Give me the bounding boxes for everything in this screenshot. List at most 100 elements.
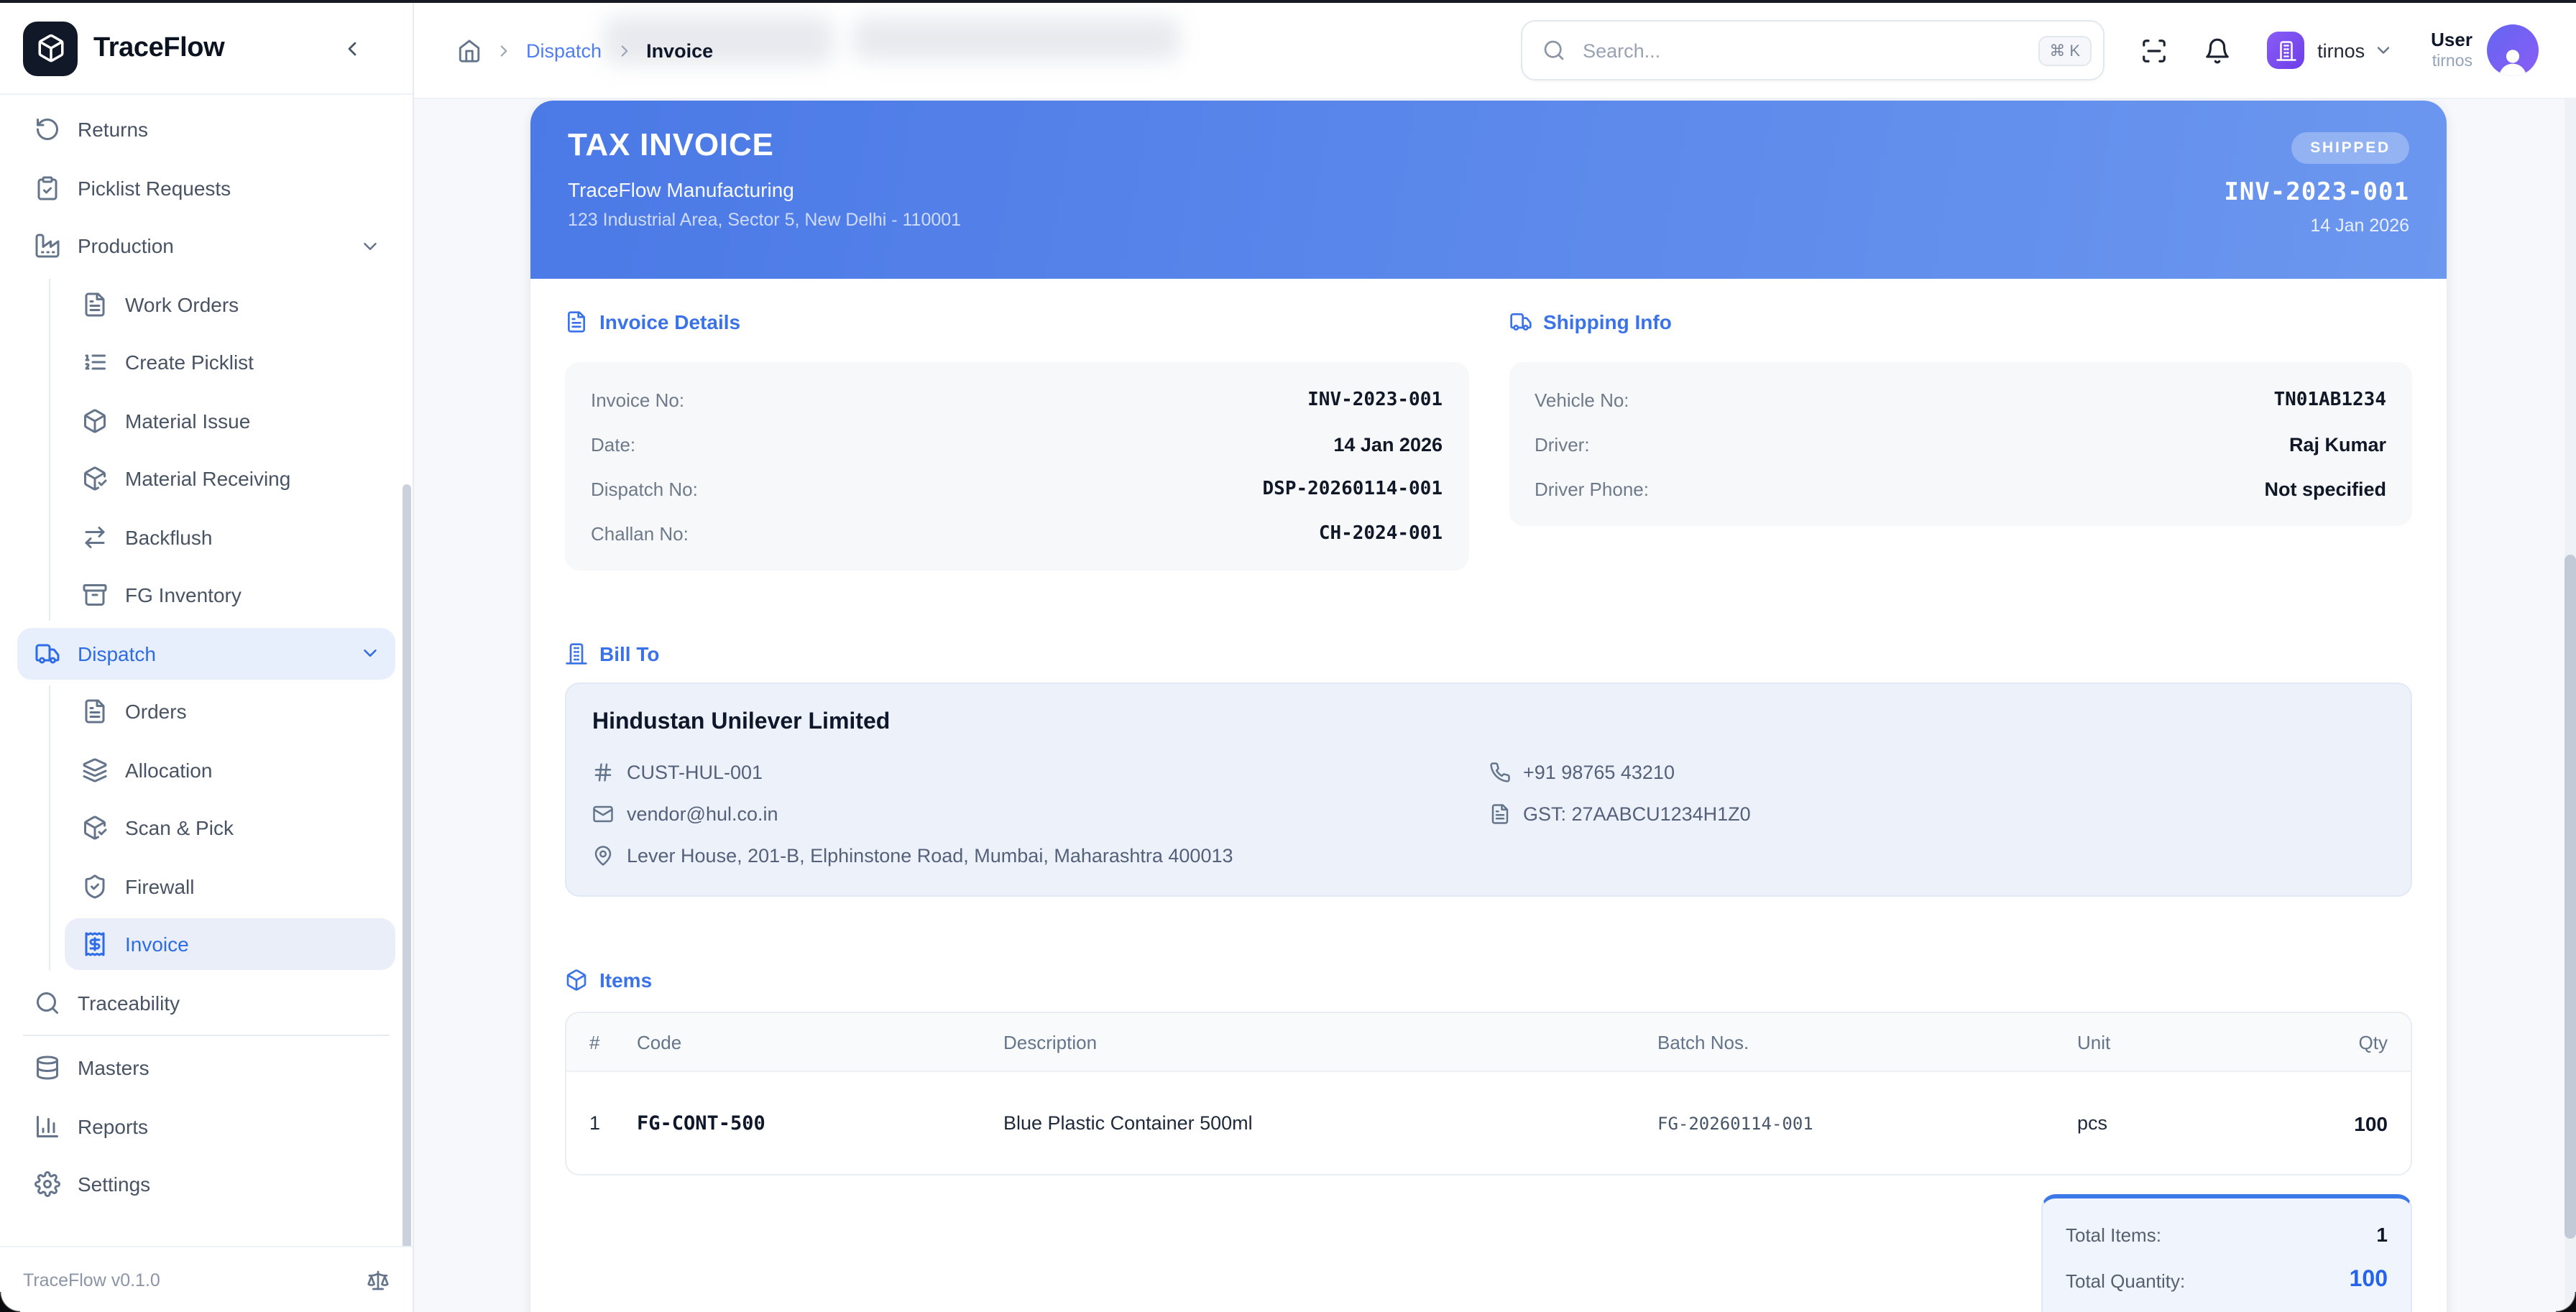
production-subsection: Work Orders Create Picklist Material Iss… [49,278,395,621]
detail-value: TN01AB1234 [2273,389,2386,410]
user-name: User [2431,28,2472,50]
map-pin-icon [592,844,614,866]
scale-icon[interactable] [367,1268,390,1291]
total-items-row: Total Items: 1 [2066,1220,2388,1249]
scan-icon[interactable] [2140,37,2168,64]
detail-value: INV-2023-001 [1307,389,1443,410]
user-icon [2494,43,2531,76]
sidebar-item-returns[interactable]: Returns [17,103,395,155]
item-qty: 100 [2354,1112,2388,1135]
invoice-date: 14 Jan 2026 [2310,216,2409,236]
sidebar-item-label: FG Inventory [125,583,242,606]
page-scrollbar[interactable] [2564,98,2576,1312]
invoice-header-left: TAX INVOICE TraceFlow Manufacturing 123 … [568,101,961,279]
sidebar-item-material-receiving[interactable]: Material Receiving [65,453,395,504]
sidebar-item-backflush[interactable]: Backflush [65,511,395,563]
main-content: TAX INVOICE TraceFlow Manufacturing 123 … [414,98,2576,1312]
org-switcher[interactable]: tirnos [2267,32,2393,69]
section-title-label: Items [599,969,653,992]
sidebar-item-picklist-requests[interactable]: Picklist Requests [17,162,395,213]
search-shortcut-badge: ⌘ K [2038,35,2092,65]
truck-icon [1509,310,1532,333]
breadcrumb: Dispatch Invoice [457,38,713,63]
sidebar-item-material-issue[interactable]: Material Issue [65,394,395,446]
app-version: TraceFlow v0.1.0 [23,1270,160,1290]
page-scrollbar-thumb[interactable] [2564,555,2576,1239]
sidebar-item-scan-pick[interactable]: Scan & Pick [65,802,395,854]
search-bar[interactable]: ⌘ K [1521,20,2105,80]
search-input[interactable] [1580,38,2038,63]
customer-gst-row: GST: 27AABCU1234H1Z0 [1489,799,2385,828]
sidebar-item-orders[interactable]: Orders [65,685,395,737]
total-quantity-label: Total Quantity: [2066,1270,2186,1291]
sidebar-collapse-icon[interactable] [341,37,364,60]
totals-card: Total Items: 1 Total Quantity: 100 [2041,1194,2412,1312]
detail-row: Driver: Raj Kumar [1535,430,2386,458]
file-text-icon [1489,803,1510,824]
invoice-company: TraceFlow Manufacturing [568,178,794,201]
shipping-info-card: Vehicle No: TN01AB1234 Driver: Raj Kumar… [1509,362,2412,526]
invoice-details-card: Invoice No: INV-2023-001 Date: 14 Jan 20… [565,362,1468,570]
invoice-header-right: SHIPPED INV-2023-001 14 Jan 2026 [2224,101,2409,279]
user-menu[interactable]: User tirnos [2431,24,2539,76]
blurred-region [852,17,1180,60]
breadcrumb-dispatch-link[interactable]: Dispatch [526,40,602,61]
section-title-label: Bill To [599,642,660,665]
sidebar-item-traceability[interactable]: Traceability [17,976,395,1028]
invoice-body: Invoice Details Invoice No: INV-2023-001… [530,279,2447,1312]
customer-name: Hindustan Unilever Limited [592,710,891,734]
detail-value: Raj Kumar [2288,433,2386,455]
shipping-info-title: Shipping Info [1509,310,2412,333]
sidebar-item-reports[interactable]: Reports [17,1100,395,1152]
col-sno: # [589,1031,600,1053]
section-title-label: Invoice Details [599,310,741,333]
sidebar-item-create-picklist[interactable]: Create Picklist [65,336,395,388]
sidebar-item-allocation[interactable]: Allocation [65,744,395,795]
window-corner [0,1292,20,1312]
sidebar-item-work-orders[interactable]: Work Orders [65,278,395,330]
database-icon [34,1055,60,1081]
detail-label: Driver Phone: [1535,478,1649,499]
phone-icon [1489,761,1510,782]
topbar: Dispatch Invoice ⌘ K tirnos User tirnos [414,3,2576,99]
col-qty: Qty [2358,1031,2388,1053]
sidebar-item-label: Dispatch [78,642,156,665]
sidebar-item-label: Allocation [125,758,213,781]
avatar[interactable] [2487,24,2539,76]
total-quantity-value: 100 [2349,1267,2388,1292]
sidebar-item-label: Create Picklist [125,351,254,374]
org-name: tirnos [2317,40,2365,61]
sidebar-item-settings[interactable]: Settings [17,1158,395,1210]
window-top-edge [0,0,2576,3]
package-icon [565,969,588,992]
home-icon[interactable] [457,38,482,63]
sidebar-section-production[interactable]: Production [17,220,395,272]
mail-icon [592,803,614,824]
col-description: Description [1003,1031,1098,1053]
sidebar-item-label: Picklist Requests [78,176,231,199]
search-icon [1542,39,1565,62]
sidebar-section-dispatch[interactable]: Dispatch [17,627,395,679]
sidebar-item-label: Material Receiving [125,467,291,490]
search-icon [34,989,60,1015]
col-unit: Unit [2077,1031,2111,1053]
detail-label: Invoice No: [591,389,685,410]
detail-row: Dispatch No: DSP-20260114-001 [591,474,1443,503]
sidebar-item-firewall[interactable]: Firewall [65,860,395,912]
sidebar-item-invoice[interactable]: Invoice [65,918,395,970]
invoice-details-section: Invoice Details Invoice No: INV-2023-001… [565,279,1468,570]
sidebar-item-fg-inventory[interactable]: FG Inventory [65,569,395,621]
bell-icon[interactable] [2204,37,2231,64]
col-code: Code [637,1031,682,1053]
building-icon [2275,40,2296,61]
sidebar-item-label: Traceability [78,991,180,1014]
sidebar-item-label: Work Orders [125,292,239,315]
sidebar-item-label: Material Issue [125,409,251,432]
total-items-label: Total Items: [2066,1224,2161,1245]
col-batch: Batch Nos. [1657,1031,1749,1053]
status-badge: SHIPPED [2291,132,2409,164]
chevron-right-icon [615,41,633,60]
sidebar-item-masters[interactable]: Masters [17,1042,395,1094]
total-quantity-row: Total Quantity: 100 [2066,1266,2388,1295]
sidebar-scrollbar[interactable] [402,484,411,1246]
